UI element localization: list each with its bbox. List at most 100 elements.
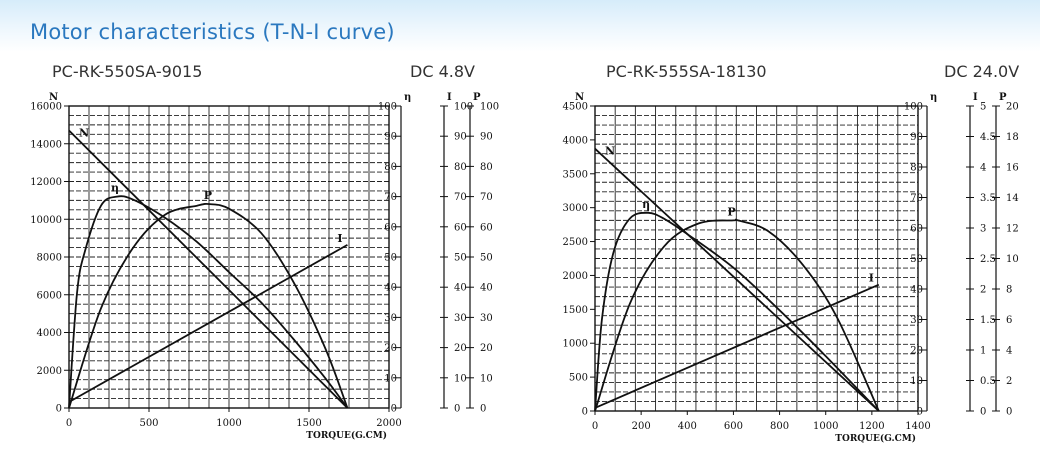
eta-tick-label: 20 — [384, 343, 397, 354]
eta-tick-label: 90 — [384, 132, 397, 143]
x-tick-label: 600 — [724, 421, 743, 432]
p-tick-label: 10 — [1006, 254, 1019, 265]
series-eta-label: η — [111, 182, 119, 195]
n-tick-label: 4500 — [563, 102, 588, 113]
n-tick-label: 12000 — [30, 177, 62, 188]
i-tick-label: 10 — [454, 373, 467, 384]
i-tick-label: 2.5 — [980, 254, 996, 265]
series-eta-curve — [68, 195, 349, 409]
x-tick-label: 0 — [66, 418, 72, 429]
n-tick-label: 0 — [582, 407, 588, 418]
i-tick-label: 100 — [454, 102, 473, 113]
eta-tick-label: 100 — [378, 102, 397, 113]
x-tick-label: 0 — [592, 421, 598, 432]
y-axis-label-n: N — [575, 92, 584, 103]
i-tick-label: 4.5 — [980, 132, 996, 143]
eta-tick-label: 80 — [384, 162, 397, 173]
x-tick-label: 1000 — [813, 421, 838, 432]
p-tick-label: 10 — [480, 373, 493, 384]
n-tick-label: 1000 — [563, 339, 588, 350]
x-tick-label: 1000 — [216, 418, 241, 429]
n-tick-label: 3000 — [563, 203, 588, 214]
x-tick-label: 500 — [139, 418, 158, 429]
series-group — [594, 148, 880, 412]
series-group — [68, 129, 349, 409]
motor-model-label: PC-RK-550SA-9015 — [52, 62, 203, 81]
p-tick-label: 80 — [480, 162, 493, 173]
eta-tick-label: 0 — [391, 404, 397, 415]
eta-tick-label: 50 — [910, 254, 923, 265]
series-p-label: P — [204, 189, 212, 202]
n-tick-label: 8000 — [37, 253, 62, 264]
p-tick-label: 12 — [1006, 224, 1019, 235]
eta-tick-label: 10 — [384, 373, 397, 384]
series-n-label: N — [79, 127, 89, 140]
series-p-curve — [68, 202, 349, 409]
n-tick-label: 1500 — [563, 305, 588, 316]
chart-panel-left: PC-RK-550SA-9015 DC 4.8V 0 500 1000 1500 200… — [0, 60, 520, 453]
p-tick-label: 2 — [1006, 376, 1012, 387]
series-p-label: P — [727, 205, 735, 218]
y-axis-label-i: I — [447, 92, 452, 103]
grid-group — [69, 106, 389, 408]
x-tick-label: 2000 — [376, 418, 401, 429]
page-title: Motor characteristics (T-N-I curve) — [30, 20, 395, 44]
n-tick-label: 500 — [569, 373, 588, 384]
eta-tick-label: 70 — [910, 193, 923, 204]
p-tick-label: 60 — [480, 222, 493, 233]
i-tick-label: 50 — [454, 253, 467, 264]
y-axis-label-p: P — [473, 92, 481, 103]
i-tick-label: 3.5 — [980, 193, 996, 204]
n-tick-label: 0 — [56, 404, 62, 415]
i-tick-label: 20 — [454, 343, 467, 354]
series-i-curve — [594, 283, 880, 409]
i-tick-label: 0.5 — [980, 376, 996, 387]
i-tick-label: 1.5 — [980, 315, 996, 326]
series-eta-curve — [594, 211, 880, 412]
tni-chart-svg: 0 500 1000 1500 2000TORQUE(G.CM)N02000400060… — [30, 92, 499, 441]
n-tick-label: 2500 — [563, 237, 588, 248]
i-tick-label: 0 — [980, 407, 986, 418]
i-tick-label: 0 — [454, 404, 460, 415]
eta-tick-label: 60 — [910, 224, 923, 235]
grid-group — [595, 106, 918, 411]
p-tick-label: 0 — [1006, 407, 1012, 418]
p-tick-label: 14 — [1006, 193, 1019, 204]
series-n-curve — [594, 148, 880, 412]
voltage-label: DC 4.8V — [410, 62, 475, 81]
n-tick-label: 2000 — [37, 366, 62, 377]
series-n-curve — [68, 129, 349, 409]
i-tick-label: 70 — [454, 192, 467, 203]
series-i-label: I — [869, 272, 874, 285]
i-tick-label: 1 — [980, 346, 986, 357]
header-band — [0, 0, 1040, 52]
eta-tick-label: 80 — [910, 163, 923, 174]
x-axis-label: TORQUE(G.CM) — [835, 433, 916, 444]
p-tick-label: 100 — [480, 102, 499, 113]
p-tick-label: 70 — [480, 192, 493, 203]
eta-tick-label: 50 — [384, 253, 397, 264]
i-tick-label: 80 — [454, 162, 467, 173]
p-tick-label: 4 — [1006, 346, 1012, 357]
n-tick-label: 3500 — [563, 169, 588, 180]
eta-tick-label: 30 — [910, 315, 923, 326]
tni-chart-svg: 0 200 400 600 800 1000 1200 1400TORQUE(G.CM)N05… — [563, 92, 1019, 444]
series-i-label: I — [337, 232, 342, 245]
p-tick-label: 50 — [480, 253, 493, 264]
i-tick-label: 40 — [454, 283, 467, 294]
eta-tick-label: 40 — [910, 285, 923, 296]
series-eta-label: η — [642, 198, 650, 211]
i-tick-label: 3 — [980, 224, 986, 235]
p-tick-label: 16 — [1006, 163, 1019, 174]
series-p-curve — [594, 218, 880, 412]
n-tick-label: 6000 — [37, 290, 62, 301]
p-tick-label: 40 — [480, 283, 493, 294]
chart-panel-right: PC-RK-555SA-18130 DC 24.0V 0 200 400 600 800… — [520, 60, 1040, 453]
eta-tick-label: 20 — [910, 346, 923, 357]
y-axis-label-p: P — [999, 92, 1007, 103]
eta-tick-label: 10 — [910, 376, 923, 387]
p-tick-label: 90 — [480, 132, 493, 143]
n-tick-label: 4000 — [37, 328, 62, 339]
eta-tick-label: 60 — [384, 222, 397, 233]
y-axis-label-eta: η — [930, 92, 937, 103]
